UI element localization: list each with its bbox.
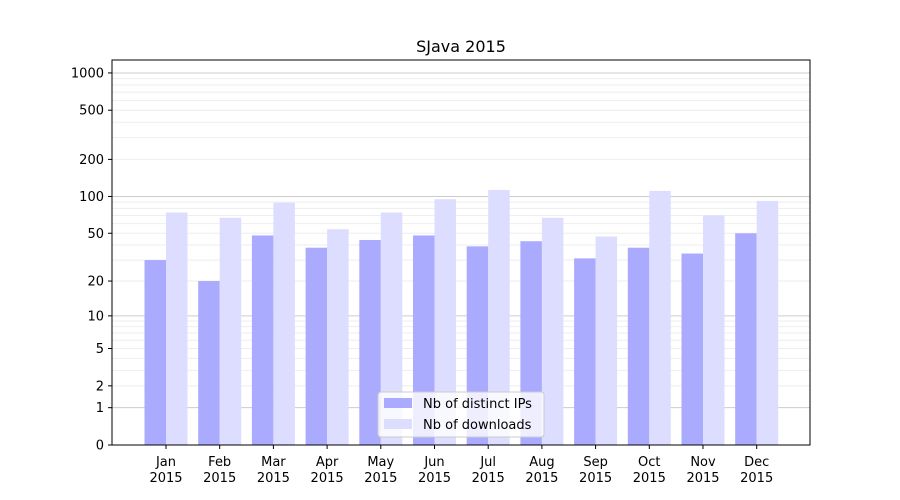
- x-tick-label-line: Nov: [690, 455, 716, 470]
- legend-label: Nb of distinct IPs: [423, 397, 532, 412]
- bar-distinct-ips: [735, 233, 757, 445]
- bar-downloads: [327, 229, 349, 445]
- y-tick-label: 50: [87, 227, 104, 242]
- x-tick-label: Sep 2015: [579, 455, 612, 486]
- bar-downloads: [166, 212, 188, 445]
- x-tick-label: Feb 2015: [203, 455, 236, 486]
- bar-distinct-ips: [574, 258, 596, 445]
- x-tick-label-line: 2015: [686, 471, 719, 486]
- y-tick-label: 10: [87, 309, 104, 324]
- bar-downloads: [541, 217, 564, 445]
- x-tick-label-line: Aug: [529, 455, 554, 470]
- y-tick-label: 1000: [71, 66, 104, 81]
- bar-downloads: [488, 189, 510, 445]
- bar-distinct-ips: [359, 240, 381, 445]
- bar-downloads: [649, 190, 671, 445]
- legend: Nb of distinct IPs Nb of downloads: [377, 391, 545, 438]
- y-tick-label: 1: [96, 401, 104, 416]
- y-tick-label: 200: [79, 153, 104, 168]
- bar-downloads: [273, 202, 295, 445]
- x-tick-label-line: Jul: [479, 455, 496, 470]
- legend-box: [377, 391, 545, 438]
- y-tick-label: 500: [79, 104, 104, 119]
- x-tick-label-line: Apr: [316, 455, 339, 470]
- plot-frame: [111, 59, 811, 446]
- x-tick-label: Mar 2015: [257, 455, 290, 486]
- x-tick-label-line: 2015: [257, 471, 290, 486]
- x-tick-label-line: May: [367, 455, 394, 470]
- x-tick-label-line: 2015: [579, 471, 612, 486]
- x-tick-label-line: 2015: [364, 471, 397, 486]
- x-tick-label-line: 2015: [525, 471, 558, 486]
- chart-title: SJava 2015: [416, 37, 506, 56]
- bar-distinct-ips: [198, 281, 220, 445]
- x-tick-label-line: 2015: [149, 471, 182, 486]
- x-tick-label-line: 2015: [203, 471, 236, 486]
- x-tick-label: Aug 2015: [525, 455, 558, 486]
- x-tick-label-line: Oct: [638, 455, 660, 470]
- bar-downloads: [595, 236, 618, 445]
- bar-distinct-ips: [251, 235, 274, 445]
- x-tick-label: May 2015: [364, 455, 397, 486]
- bar-downloads: [756, 200, 779, 445]
- legend-swatch: [384, 398, 412, 408]
- bar-downloads: [703, 215, 725, 445]
- bar-distinct-ips: [681, 253, 703, 445]
- bar-downloads: [219, 217, 242, 445]
- x-tick-label-line: Mar: [261, 455, 286, 470]
- x-tick-label: Nov 2015: [686, 455, 719, 486]
- y-tick-label: 5: [96, 342, 104, 357]
- y-tick-label: 2: [96, 379, 104, 394]
- x-tick-label: Jul 2015: [472, 455, 505, 486]
- x-tick-label-line: 2015: [472, 471, 505, 486]
- y-tick-label: 0: [96, 439, 104, 454]
- x-tick-label: Jan 2015: [149, 455, 182, 486]
- x-tick-label-line: Dec: [744, 455, 769, 470]
- bar-distinct-ips: [627, 247, 650, 445]
- y-tick-label: 100: [79, 190, 104, 205]
- x-tick-label-line: 2015: [418, 471, 451, 486]
- x-tick-label: Dec 2015: [740, 455, 773, 486]
- legend-label: Nb of downloads: [423, 418, 532, 433]
- x-tick-label-line: 2015: [311, 471, 344, 486]
- x-tick-label-line: Feb: [208, 455, 231, 470]
- x-tick-label-line: Jan: [155, 455, 176, 470]
- x-tick-label-line: Jun: [423, 455, 444, 470]
- legend-swatch: [384, 419, 412, 429]
- bar-downloads: [380, 212, 403, 445]
- x-tick-label: Jun 2015: [418, 455, 451, 486]
- x-tick-label-line: 2015: [633, 471, 666, 486]
- x-tick-label-line: Sep: [583, 455, 608, 470]
- bar-distinct-ips: [144, 260, 166, 445]
- y-tick-label: 20: [87, 275, 104, 290]
- x-tick-label: Apr 2015: [311, 455, 344, 486]
- bar-distinct-ips: [305, 247, 328, 445]
- x-tick-label: Oct 2015: [633, 455, 666, 486]
- x-tick-label-line: 2015: [740, 471, 773, 486]
- bar-downloads: [434, 199, 456, 445]
